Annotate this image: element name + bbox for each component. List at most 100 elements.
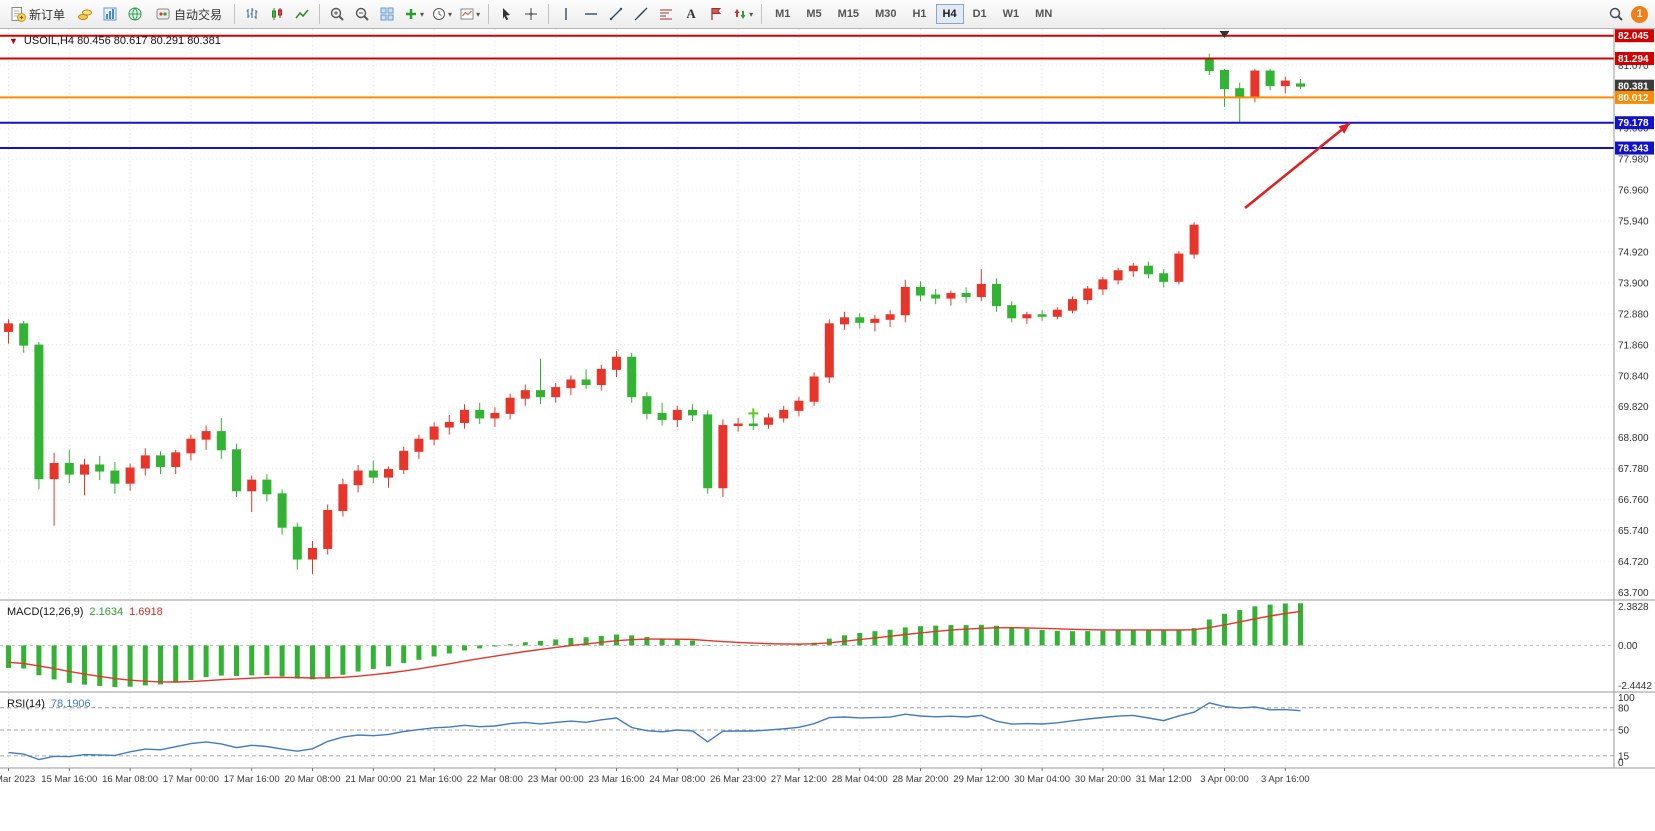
timeframe-button-mn[interactable]: MN	[1028, 4, 1059, 24]
tile-windows-button[interactable]	[375, 3, 399, 26]
macd-signal-line	[8, 610, 1301, 683]
toolbar-separator	[761, 4, 763, 24]
fibonacci-tool-button[interactable]	[654, 3, 678, 26]
fibonacci-icon	[660, 9, 673, 20]
community-button[interactable]	[123, 3, 147, 26]
time-axis-label: 27 Mar 12:00	[771, 774, 827, 785]
price-line-badge	[1615, 141, 1654, 155]
zoom-in-button[interactable]	[325, 3, 349, 26]
indicators-button[interactable]: ▾	[400, 3, 427, 26]
timeframe-button-h1[interactable]: H1	[905, 4, 933, 24]
timeframe-button-m5[interactable]: M5	[799, 4, 828, 24]
price-tick-label: 77.980	[1618, 155, 1649, 166]
time-axis-label: 28 Mar 04:00	[832, 774, 888, 785]
candle-body	[338, 484, 348, 512]
candle-body	[444, 421, 454, 428]
horizontal-line-tool-button[interactable]	[579, 3, 603, 26]
candle-body	[718, 425, 728, 489]
rsi-scale-label: 100	[1618, 693, 1635, 704]
vertical-line-tool-button[interactable]	[554, 3, 578, 26]
crosshair-tool-button[interactable]	[519, 3, 543, 26]
candle-body	[186, 438, 196, 454]
channel-tool-button[interactable]	[629, 3, 653, 26]
channel-icon	[634, 7, 648, 21]
price-tick-label: 75.940	[1618, 216, 1649, 227]
gold-coins-button[interactable]	[73, 3, 97, 26]
chevron-down-icon[interactable]: ▾	[749, 9, 754, 19]
arrows-icon	[734, 9, 746, 19]
new-order-label: 新订单	[29, 7, 66, 22]
candle-body	[216, 431, 226, 451]
chart-area[interactable]: 81.07079.00077.98076.96075.94074.92073.9…	[0, 29, 1655, 831]
chart-shift-triangle-icon[interactable]	[1219, 31, 1230, 38]
chart-line-button[interactable]	[290, 3, 314, 26]
trendline-tool-button[interactable]	[604, 3, 628, 26]
notification-badge[interactable]: 1	[1631, 5, 1648, 23]
candle-body	[976, 283, 986, 298]
timeframe-button-d1[interactable]: D1	[966, 4, 994, 24]
candle-body	[1296, 83, 1305, 87]
price-line-badge	[1615, 90, 1654, 104]
candle-body	[1265, 70, 1275, 87]
candle-body	[490, 412, 500, 419]
label-tool-button[interactable]	[704, 3, 728, 26]
timeframe-button-m30[interactable]: M30	[868, 4, 903, 24]
chart-bars-button[interactable]	[240, 3, 264, 26]
text-tool-button[interactable]: A	[679, 3, 703, 26]
chart-canvas[interactable]: 81.07079.00077.98076.96075.94074.92073.9…	[0, 29, 1655, 813]
timeframe-button-m1[interactable]: M1	[768, 4, 797, 24]
arrows-tool-button[interactable]: ▾	[729, 3, 756, 26]
candle-body	[95, 464, 105, 472]
cursor-icon	[503, 8, 511, 21]
price-tick-label: 65.740	[1618, 526, 1649, 537]
template-icon	[460, 8, 474, 20]
candle-body	[779, 409, 789, 419]
search-button[interactable]	[1604, 3, 1628, 26]
chart-candles-button[interactable]	[265, 3, 289, 26]
crosshair-icon	[525, 8, 538, 20]
toolbar-separator	[319, 4, 321, 24]
candle-body	[946, 293, 956, 299]
candle-body	[80, 464, 89, 475]
price-tick-label: 81.070	[1618, 61, 1649, 72]
chevron-down-icon[interactable]: ▾	[476, 9, 481, 19]
time-axis-label: 30 Mar 20:00	[1075, 774, 1131, 785]
timeframe-button-w1[interactable]: W1	[996, 4, 1027, 24]
price-tick-label: 70.840	[1618, 371, 1649, 382]
time-axis-label: 23 Mar 16:00	[589, 774, 645, 785]
candle-body	[642, 396, 652, 414]
candle-body	[414, 438, 424, 452]
candlestick-icon	[272, 8, 283, 20]
zoom-out-button[interactable]	[350, 3, 374, 26]
trend-arrow[interactable]	[1244, 121, 1351, 210]
candle-body	[566, 379, 576, 389]
candle-body	[353, 470, 363, 486]
candle-body	[505, 397, 515, 414]
gold-coins-icon	[78, 9, 93, 20]
candle-body	[855, 317, 865, 323]
chevron-down-icon[interactable]: ▾	[420, 9, 425, 19]
candle-body	[201, 431, 211, 440]
timeframe-button-h4[interactable]: H4	[935, 4, 964, 24]
price-line-badge-text: 82.045	[1618, 31, 1649, 42]
candle-body	[885, 314, 895, 320]
price-line-badge	[1615, 51, 1654, 65]
templates-button[interactable]: ▾	[456, 3, 483, 26]
candle-body	[1250, 70, 1260, 97]
candle-body	[475, 409, 485, 419]
add-indicator-icon	[406, 9, 417, 19]
price-tick-label: 74.920	[1618, 247, 1649, 258]
price-tick-label: 66.760	[1618, 495, 1649, 506]
candle-body	[399, 450, 409, 471]
time-axis-label: 29 Mar 12:00	[953, 774, 1009, 785]
new-order-button[interactable]: 新订单	[3, 3, 72, 26]
candle-body	[140, 455, 150, 469]
cursor-tool-button[interactable]	[494, 3, 518, 26]
time-axis-label: 28 Mar 20:00	[893, 774, 949, 785]
market-chart-button[interactable]	[98, 3, 122, 26]
periods-button[interactable]: ▾	[428, 3, 455, 26]
timeframe-button-m15[interactable]: M15	[831, 4, 866, 24]
chevron-down-icon[interactable]: ▾	[448, 9, 453, 19]
auto-trading-button[interactable]: 自动交易	[148, 3, 229, 26]
